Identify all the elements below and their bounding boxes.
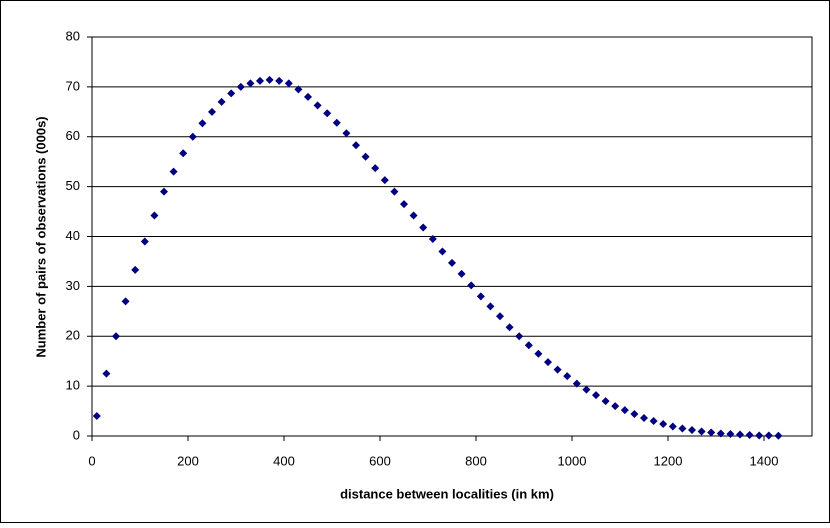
- point: [496, 312, 504, 321]
- point: [736, 430, 744, 439]
- point: [313, 101, 322, 110]
- point: [640, 414, 648, 423]
- x-tick-label: 1200: [654, 453, 683, 468]
- y-tick-label: 80: [66, 28, 80, 43]
- point: [572, 379, 581, 388]
- point: [457, 269, 466, 278]
- point: [198, 119, 207, 128]
- point: [697, 427, 706, 436]
- point: [121, 297, 130, 306]
- point: [755, 431, 764, 440]
- y-tick-label: 10: [66, 378, 80, 393]
- y-tick-label: 60: [66, 128, 80, 143]
- point: [476, 292, 485, 301]
- y-tick-label: 70: [66, 78, 80, 93]
- y-axis-label: Number of pairs of observations (000s): [33, 116, 48, 357]
- point: [649, 417, 658, 426]
- point: [332, 118, 341, 127]
- point: [611, 402, 620, 411]
- point: [265, 75, 274, 84]
- point: [409, 211, 418, 220]
- point: [323, 109, 332, 118]
- point: [448, 258, 456, 267]
- point: [217, 97, 226, 106]
- point: [208, 107, 216, 116]
- y-tick-label: 0: [73, 427, 80, 442]
- point: [428, 234, 437, 243]
- point: [534, 349, 543, 358]
- y-tick-label: 50: [66, 178, 80, 193]
- point: [668, 422, 677, 431]
- point: [601, 397, 610, 406]
- point: [361, 152, 370, 161]
- point: [390, 187, 399, 196]
- point: [380, 176, 389, 185]
- x-axis-label: distance between localities (in km): [340, 486, 554, 501]
- point: [169, 167, 178, 176]
- point: [371, 164, 380, 173]
- point: [179, 149, 188, 158]
- point: [112, 332, 120, 341]
- point: [284, 79, 293, 88]
- point: [236, 82, 245, 91]
- point: [150, 211, 159, 220]
- x-tick-label: 1400: [750, 453, 779, 468]
- point: [582, 385, 591, 394]
- point: [92, 412, 101, 421]
- point: [304, 92, 312, 101]
- point: [131, 265, 140, 274]
- point: [764, 431, 773, 440]
- point: [400, 200, 408, 209]
- point: [678, 424, 687, 433]
- y-tick-label: 30: [66, 278, 80, 293]
- point: [630, 410, 639, 419]
- point: [774, 431, 783, 440]
- point: [140, 237, 149, 246]
- y-tick-label: 40: [66, 228, 80, 243]
- x-tick-label: 800: [465, 453, 487, 468]
- point: [467, 281, 476, 290]
- x-tick-label: 200: [177, 453, 199, 468]
- point: [486, 302, 495, 311]
- x-tick-label: 400: [273, 453, 295, 468]
- x-tick-label: 0: [88, 453, 95, 468]
- point: [563, 372, 572, 381]
- point: [160, 187, 168, 196]
- point: [256, 76, 264, 85]
- point: [188, 132, 197, 141]
- point: [688, 426, 696, 435]
- point: [505, 323, 514, 332]
- point: [726, 430, 735, 439]
- point: [246, 79, 255, 88]
- point: [342, 129, 351, 138]
- point: [438, 247, 447, 256]
- point: [227, 89, 236, 98]
- point: [716, 429, 725, 438]
- point: [275, 76, 284, 85]
- point: [544, 358, 552, 367]
- y-tick-label: 20: [66, 328, 80, 343]
- x-tick-label: 1000: [558, 453, 587, 468]
- point: [592, 391, 600, 400]
- point: [707, 428, 716, 437]
- point: [524, 341, 533, 350]
- point: [419, 223, 428, 232]
- point: [102, 369, 111, 378]
- x-tick-label: 600: [369, 453, 391, 468]
- point: [553, 365, 562, 374]
- point: [352, 141, 360, 150]
- point: [294, 85, 303, 94]
- point: [745, 431, 754, 440]
- point: [515, 332, 524, 341]
- point: [620, 406, 629, 415]
- point: [659, 420, 668, 429]
